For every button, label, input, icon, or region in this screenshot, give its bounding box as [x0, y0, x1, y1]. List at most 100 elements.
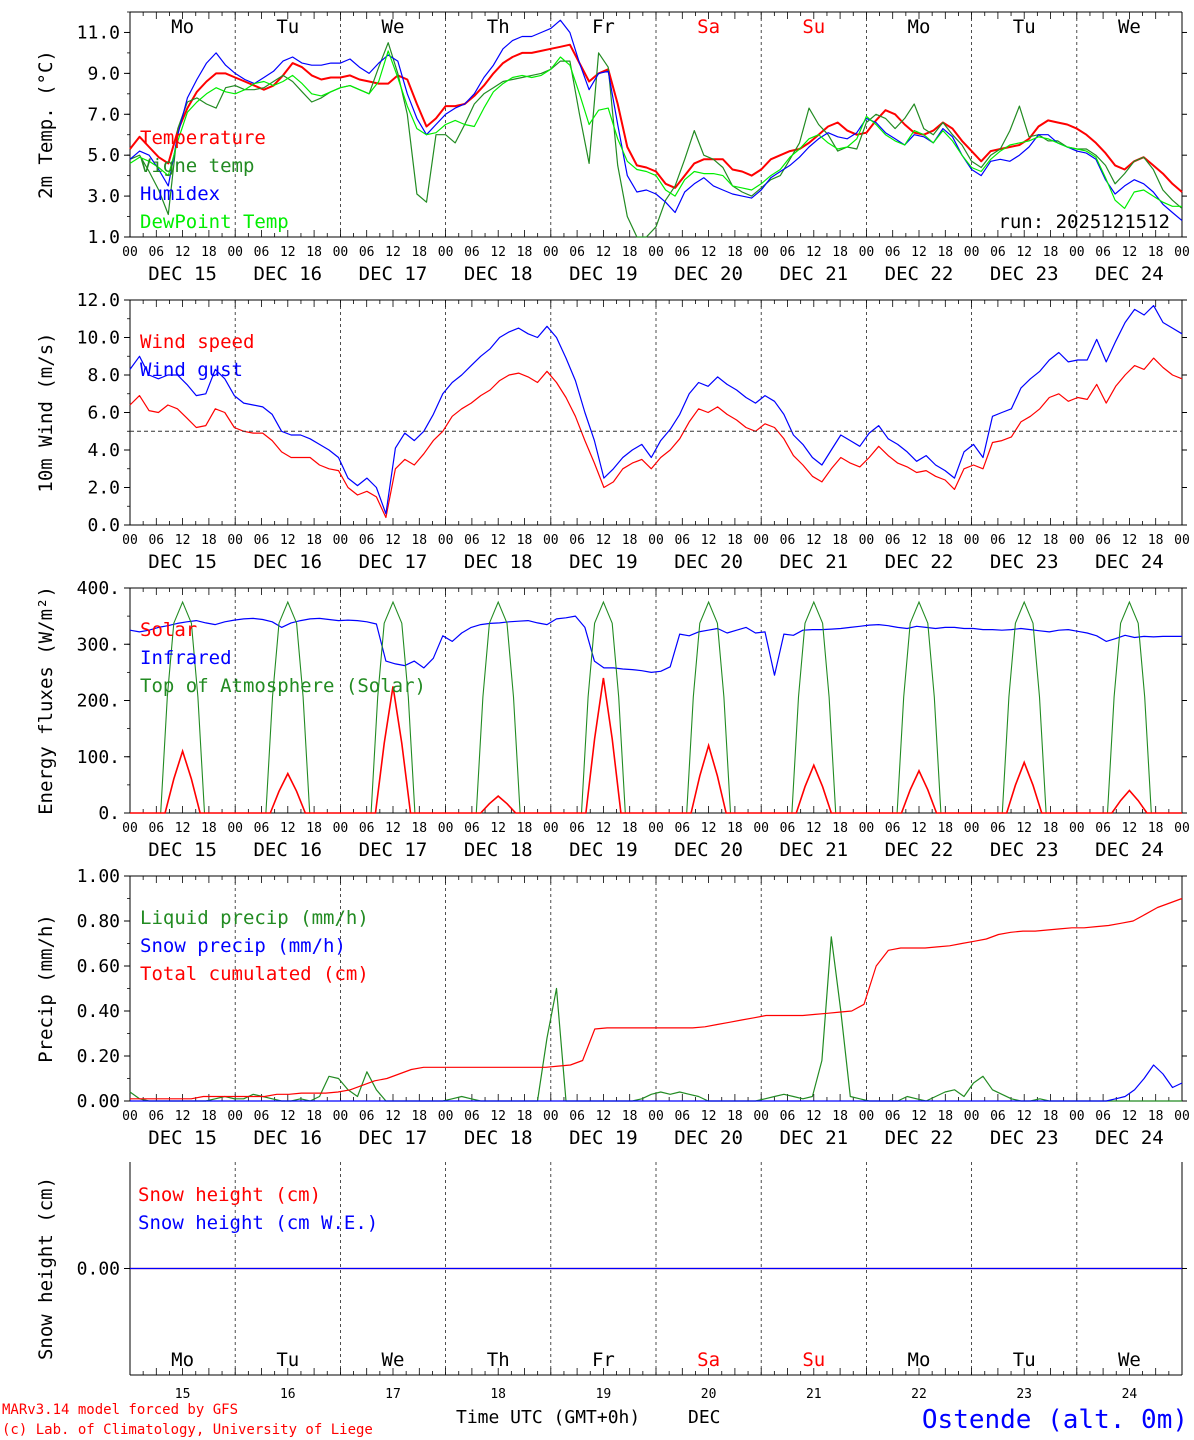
weekday-label: Mo [171, 1349, 194, 1371]
y-axis-title: 2m Temp. (°C) [35, 50, 57, 199]
hour-tick-label: 06 [1095, 245, 1111, 260]
hour-tick-label: 00 [122, 821, 138, 836]
date-label: DEC 18 [464, 551, 533, 573]
hour-tick-label: 12 [701, 533, 717, 548]
legend-snow-height-cm-w-e-: Snow height (cm W.E.) [138, 1212, 378, 1234]
weekday-label: Tu [276, 16, 299, 38]
y-tick-label: 4.0 [87, 440, 120, 461]
hour-tick-label: 12 [175, 533, 191, 548]
date-label: DEC 15 [148, 263, 217, 285]
date-label: DEC 24 [1095, 263, 1164, 285]
hour-tick-label: 06 [254, 245, 270, 260]
y-tick-label: 1.0 [87, 227, 120, 248]
legend-wind-speed: Wind speed [140, 331, 254, 353]
hour-tick-label: 00 [1069, 1109, 1085, 1124]
hour-tick-label: 00 [1174, 1109, 1190, 1124]
weekday-label: Mo [908, 16, 931, 38]
hour-tick-label: 00 [122, 533, 138, 548]
date-label: DEC 16 [253, 263, 322, 285]
hour-tick-label: 18 [937, 533, 953, 548]
legend-vigne-temp: Vigne temp [140, 155, 254, 177]
hour-tick-label: 00 [333, 245, 349, 260]
hour-tick-label: 12 [806, 533, 822, 548]
hour-tick-label: 06 [990, 533, 1006, 548]
date-label: DEC 21 [779, 551, 848, 573]
hour-tick-label: 18 [517, 245, 533, 260]
hour-tick-label: 00 [648, 533, 664, 548]
hour-tick-label: 12 [280, 1109, 296, 1124]
hour-tick-label: 06 [885, 533, 901, 548]
hour-tick-label: 06 [780, 533, 796, 548]
hour-tick-label: 18 [411, 1109, 427, 1124]
hour-tick-label: 12 [806, 245, 822, 260]
y-tick-label: 0. [98, 803, 120, 824]
hour-tick-label: 12 [1016, 245, 1032, 260]
hour-tick-label: 12 [596, 533, 612, 548]
date-label: DEC 23 [990, 839, 1059, 861]
hour-tick-label: 18 [832, 821, 848, 836]
date-label: DEC 16 [253, 839, 322, 861]
weekday-label: Mo [908, 1349, 931, 1371]
hour-tick-label: 12 [175, 245, 191, 260]
hour-tick-label: 18 [517, 1109, 533, 1124]
hour-tick-label: 00 [438, 533, 454, 548]
day-number-label: 20 [701, 1387, 717, 1402]
hour-tick-label: 12 [1016, 821, 1032, 836]
weekday-label: We [1118, 1349, 1141, 1371]
hour-tick-label: 00 [859, 245, 875, 260]
series-line-snow-precip-mm-h- [130, 1064, 1183, 1102]
lab-credit: (c) Lab. of Climatology, University of L… [2, 1422, 373, 1438]
hour-tick-label: 12 [1016, 1109, 1032, 1124]
hour-tick-label: 12 [911, 245, 927, 260]
series-line-dewpoint-temp [129, 50, 1182, 209]
date-label: DEC 22 [885, 1127, 954, 1149]
hour-tick-label: 00 [1069, 245, 1085, 260]
hour-tick-label: 06 [359, 533, 375, 548]
date-label: DEC 17 [359, 551, 428, 573]
hour-tick-label: 18 [727, 821, 743, 836]
legend-snow-precip-mm-h-: Snow precip (mm/h) [140, 935, 346, 957]
date-label: DEC 16 [253, 551, 322, 573]
hour-tick-label: 06 [569, 1109, 585, 1124]
hour-tick-label: 06 [359, 1109, 375, 1124]
series-line-humidex [129, 19, 1183, 222]
y-tick-label: 6.0 [87, 403, 120, 424]
hour-tick-label: 12 [806, 821, 822, 836]
y-tick-label: 10.0 [77, 328, 120, 349]
hour-tick-label: 06 [990, 821, 1006, 836]
y-tick-label: 0.0 [87, 515, 120, 536]
hour-tick-label: 18 [411, 821, 427, 836]
x-axis-title: Time UTC (GMT+0h) [456, 1407, 640, 1428]
date-label: DEC 24 [1095, 551, 1164, 573]
hour-tick-label: 06 [780, 821, 796, 836]
hour-tick-label: 12 [175, 821, 191, 836]
hour-tick-label: 06 [464, 821, 480, 836]
date-label: DEC 21 [779, 839, 848, 861]
energy-flux-panel: 0. 100. 200. 300. 400. Energy fluxes (W/m²) 00… [35, 578, 1190, 861]
hour-tick-label: 00 [227, 1109, 243, 1124]
y-tick-label: 3.0 [87, 186, 120, 207]
hour-tick-label: 06 [148, 533, 164, 548]
day-number-label: 21 [806, 1387, 822, 1402]
weekday-label: Su [802, 16, 825, 38]
date-label: DEC 22 [885, 551, 954, 573]
hour-tick-label: 00 [543, 245, 559, 260]
hour-tick-label: 00 [438, 821, 454, 836]
y-tick-label: 1.00 [77, 866, 120, 887]
y-tick-label: 400. [77, 578, 120, 599]
legend-temperature: Temperature [140, 127, 266, 149]
hour-tick-label: 00 [438, 1109, 454, 1124]
hour-tick-label: 00 [122, 245, 138, 260]
hour-tick-label: 18 [411, 245, 427, 260]
legend-humidex: Humidex [140, 183, 220, 205]
hour-tick-label: 06 [990, 1109, 1006, 1124]
hour-tick-label: 12 [806, 1109, 822, 1124]
weekday-label: Su [802, 1349, 825, 1371]
day-number-label: 22 [911, 1387, 927, 1402]
series-line-wind-speed [129, 357, 1183, 519]
date-label: DEC 15 [148, 551, 217, 573]
legend-snow-height-cm-: Snow height (cm) [138, 1184, 321, 1206]
date-label: DEC 17 [359, 839, 428, 861]
y-tick-label: 11.0 [77, 22, 120, 43]
hour-tick-label: 18 [201, 533, 217, 548]
